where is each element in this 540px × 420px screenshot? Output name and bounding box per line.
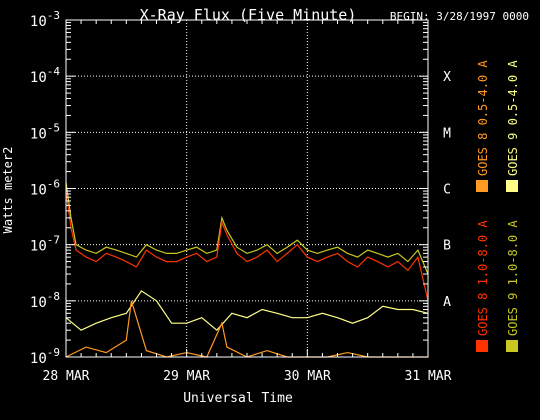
legend-layer: GOES 8 1.0-8.0 A GOES 8 0.5-4.0 A GOES 9 1… <box>476 60 520 352</box>
y-tick-base: 10 <box>30 14 47 30</box>
flare-class-label: M <box>443 126 451 141</box>
y-tick-exponent: -7 <box>47 234 60 247</box>
grid-layer <box>66 20 428 357</box>
y-tick-base: 10 <box>30 295 47 311</box>
y-tick-base: 10 <box>30 126 47 142</box>
legend-label: GOES 8 1.0-8.0 A <box>476 220 490 336</box>
y-axis-label: Watts meter2 <box>1 147 15 234</box>
flare-class-label: C <box>443 183 451 198</box>
y-tick-label: 10-7 <box>30 234 60 255</box>
legend-label: GOES 8 0.5-4.0 A <box>476 60 490 176</box>
x-tick-label: 29 MAR <box>163 369 210 384</box>
flare-class-label: A <box>443 295 451 310</box>
flare-class-label: B <box>443 239 451 254</box>
y-tick-exponent: -5 <box>47 121 60 134</box>
y-tick-base: 10 <box>30 70 47 86</box>
series-line <box>65 191 429 301</box>
legend-swatch <box>506 180 518 192</box>
series-line <box>65 300 428 358</box>
chart-title: X-Ray Flux (Five Minute) <box>140 6 357 24</box>
axis-layer: 10-910-810-710-610-510-410-328 MAR 29 MAR… <box>30 9 452 384</box>
legend-label: GOES 9 1.0-8.0 A <box>506 220 520 336</box>
legend-swatch <box>506 340 518 352</box>
flare-class-label: X <box>443 70 451 85</box>
legend-swatch <box>476 180 488 192</box>
legend-swatch <box>476 340 488 352</box>
y-tick-exponent: -3 <box>47 9 60 22</box>
y-tick-label: 10-3 <box>30 9 60 30</box>
y-tick-exponent: -6 <box>47 178 60 191</box>
y-tick-label: 10-8 <box>30 290 60 311</box>
x-tick-label: 28 MAR <box>43 369 90 384</box>
y-tick-base: 10 <box>30 183 47 199</box>
y-tick-label: 10-5 <box>30 121 60 142</box>
y-tick-exponent: -9 <box>47 346 60 359</box>
series-line <box>65 290 429 332</box>
begin-label: BEGIN: 3/28/1997 0000 <box>390 10 529 23</box>
y-tick-exponent: -4 <box>47 65 61 78</box>
x-tick-label: 31 MAR <box>405 369 452 384</box>
series-layer <box>65 182 429 358</box>
y-tick-base: 10 <box>30 239 47 255</box>
series-line <box>65 182 429 275</box>
x-axis-label: Universal Time <box>183 391 293 406</box>
x-tick-label: 30 MAR <box>284 369 331 384</box>
y-tick-label: 10-6 <box>30 178 60 199</box>
y-tick-label: 10-9 <box>30 346 60 367</box>
y-tick-label: 10-4 <box>30 65 60 86</box>
y-tick-exponent: -8 <box>47 290 60 303</box>
y-tick-base: 10 <box>30 351 47 367</box>
legend-label: GOES 9 0.5-4.0 A <box>506 60 520 176</box>
